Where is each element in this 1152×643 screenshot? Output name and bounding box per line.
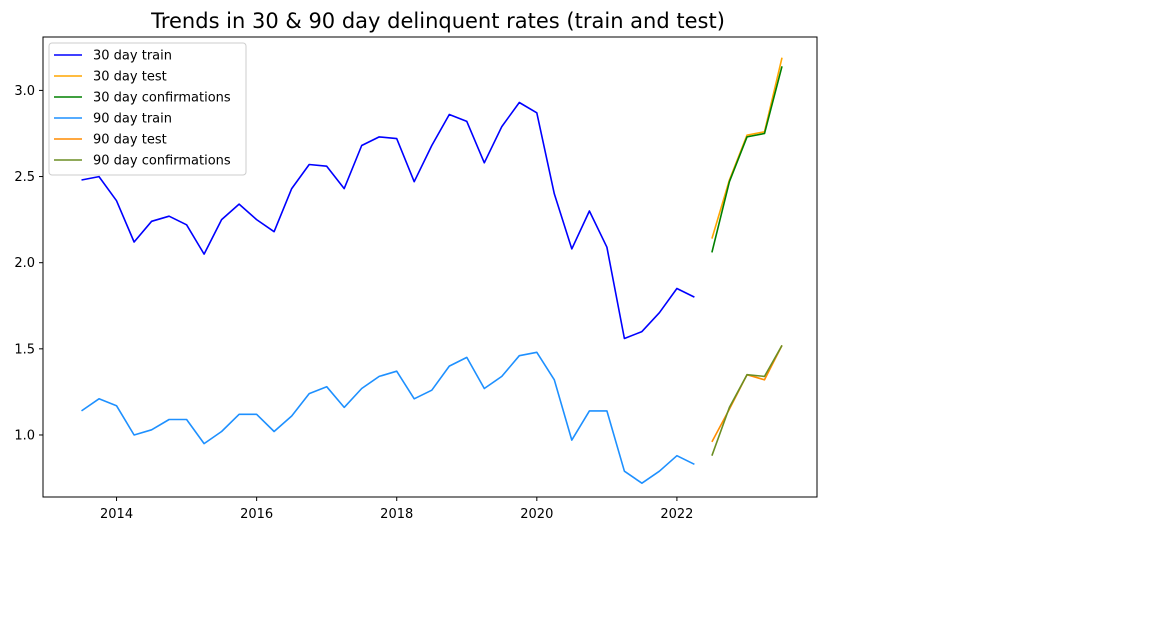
plot-frame: [42, 36, 818, 498]
y-tick-label: 2.5: [14, 170, 35, 185]
y-tick-label: 1.5: [14, 342, 35, 357]
x-tick-label: 2022: [660, 507, 693, 522]
legend-label: 90 day train: [93, 112, 172, 127]
series-line-2: [711, 57, 783, 239]
axes-layer: 2014 2016 2018 2020 2022 1.0 1.5 2.0 2.5 3.0: [14, 36, 818, 522]
x-tick-label: 2014: [100, 507, 133, 522]
legend-label: 30 day confirmations: [93, 91, 231, 106]
x-tick-label: 2016: [240, 507, 273, 522]
x-tick-label: 2020: [520, 507, 553, 522]
y-tick-label: 1.0: [14, 428, 35, 443]
series-line-4: [81, 351, 695, 485]
series-line-3: [711, 66, 783, 253]
legend-label: 90 day confirmations: [93, 154, 231, 169]
chart-title: Trends in 30 & 90 day delinquent rates (…: [150, 9, 725, 33]
series-layer: [81, 57, 783, 485]
legend-label: 90 day test: [93, 133, 167, 148]
y-tick-label: 2.0: [14, 256, 35, 271]
series-line-1: [81, 101, 695, 340]
legend: 30 day train 30 day test 30 day confirmati…: [48, 42, 247, 176]
legend-box: [48, 42, 247, 176]
legend-label: 30 day train: [93, 49, 172, 64]
x-tick-label: 2018: [380, 507, 413, 522]
series-line-6: [711, 345, 783, 456]
y-tick-label: 3.0: [14, 84, 35, 99]
legend-label: 30 day test: [93, 70, 167, 85]
